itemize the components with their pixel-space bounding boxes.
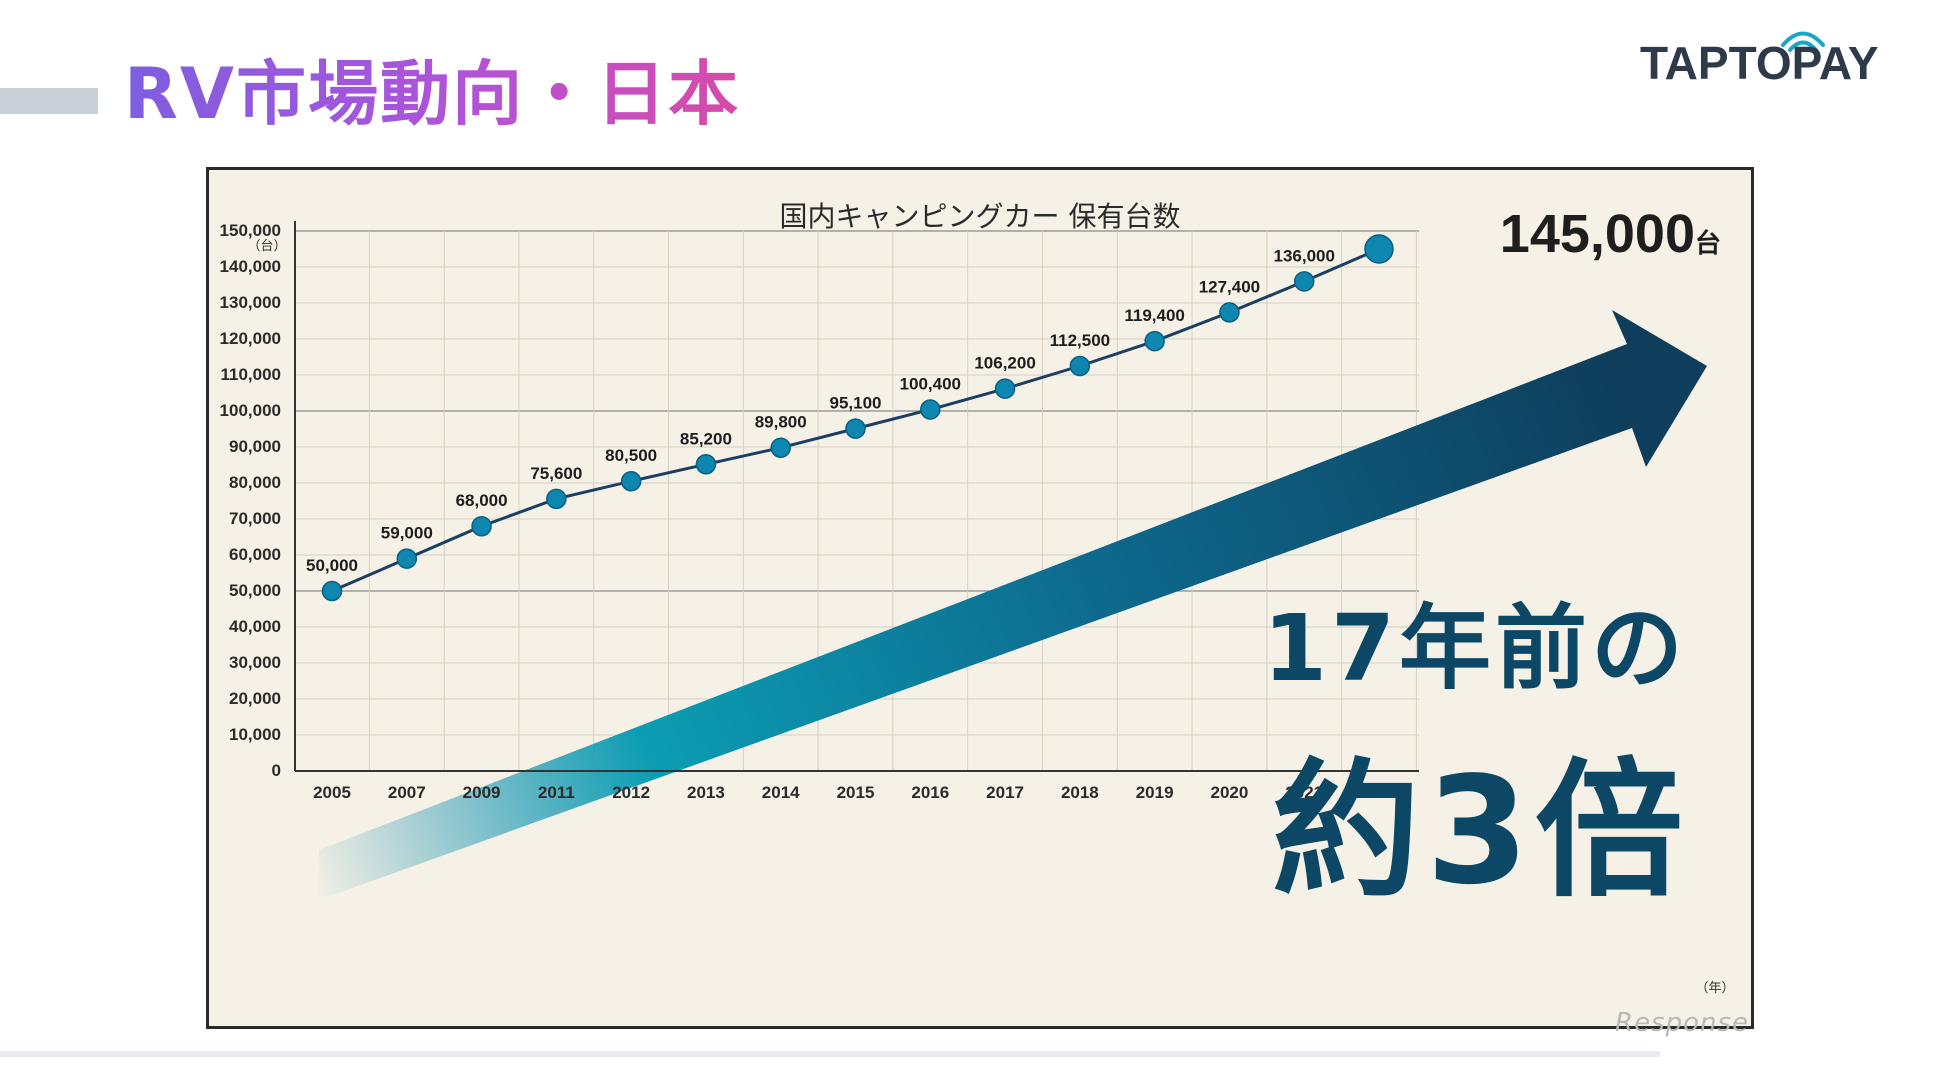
left-accent-bar bbox=[0, 88, 98, 114]
y-tick-label: 70,000 bbox=[229, 509, 281, 528]
data-label: 59,000 bbox=[381, 524, 433, 543]
x-tick-label: 2019 bbox=[1136, 783, 1174, 802]
y-tick-label: 90,000 bbox=[229, 437, 281, 456]
y-tick-label: 60,000 bbox=[229, 545, 281, 564]
x-tick-label: 2020 bbox=[1211, 783, 1249, 802]
data-point bbox=[1364, 234, 1394, 264]
y-tick-label: 120,000 bbox=[220, 329, 281, 348]
x-tick-label: 2009 bbox=[463, 783, 501, 802]
data-label: 127,400 bbox=[1199, 277, 1260, 296]
x-axis-unit: （年） bbox=[1695, 981, 1734, 996]
data-point bbox=[695, 454, 717, 475]
data-point bbox=[1293, 271, 1315, 292]
data-label: 112,500 bbox=[1050, 331, 1111, 350]
taptopay-logo: TAPTOPAY bbox=[1640, 18, 1910, 90]
data-label: 95,100 bbox=[830, 394, 882, 413]
data-point bbox=[845, 418, 866, 439]
chart-canvas: 0 10,000 20,000 30,000 40,000 50,000 60,000 70,… bbox=[220, 200, 1735, 996]
y-axis-unit: （台） bbox=[247, 239, 286, 254]
headline-number: 145,000 bbox=[1500, 204, 1695, 264]
data-label: 80,500 bbox=[605, 446, 657, 465]
y-tick-label: 110,000 bbox=[220, 365, 281, 384]
y-tick-label: 10,000 bbox=[229, 725, 281, 744]
y-tick-label: 140,000 bbox=[220, 257, 281, 276]
x-tick-label: 2016 bbox=[911, 783, 949, 802]
headline-unit: 台 bbox=[1695, 228, 1721, 259]
data-point bbox=[920, 399, 941, 420]
data-label: 136,000 bbox=[1273, 246, 1334, 265]
data-point bbox=[770, 437, 791, 458]
data-point bbox=[546, 488, 567, 510]
data-point bbox=[471, 515, 492, 537]
y-tick-label: 130,000 bbox=[220, 293, 281, 312]
y-tick-label: 20,000 bbox=[229, 689, 281, 708]
callout-line1: 17年前の bbox=[1263, 595, 1687, 702]
y-tick-label: 80,000 bbox=[229, 473, 281, 492]
y-tick-label: 50,000 bbox=[229, 581, 281, 600]
trend-arrow bbox=[319, 310, 1707, 900]
data-point bbox=[1219, 302, 1240, 323]
data-point bbox=[1144, 330, 1165, 352]
x-tick-label: 2005 bbox=[313, 783, 351, 802]
x-tick-label: 2014 bbox=[762, 783, 800, 802]
x-tick-label: 2011 bbox=[538, 783, 575, 802]
chart-title: 国内キャンピングカー 保有台数 bbox=[780, 200, 1181, 233]
x-tick-label: 2007 bbox=[388, 783, 426, 802]
data-label: 106,200 bbox=[974, 354, 1035, 373]
x-tick-label: 2012 bbox=[612, 783, 650, 802]
y-tick-label: 40,000 bbox=[229, 617, 281, 636]
data-label: 89,800 bbox=[755, 413, 807, 432]
logo-text: TAPTOPAY bbox=[1640, 37, 1879, 89]
data-point bbox=[396, 548, 418, 569]
callout-line2: 約3倍 bbox=[1272, 745, 1689, 917]
headline-value: 145,000台 bbox=[1500, 204, 1721, 264]
data-point bbox=[620, 470, 642, 492]
data-point bbox=[321, 580, 343, 602]
x-tick-label: 2013 bbox=[687, 783, 725, 802]
x-tick-label: 2021 bbox=[1285, 783, 1323, 802]
data-label: 75,600 bbox=[530, 464, 582, 483]
x-tick-label: 2017 bbox=[986, 783, 1024, 802]
data-label: 50,000 bbox=[306, 556, 358, 575]
y-tick-label: 100,000 bbox=[220, 401, 281, 420]
data-point bbox=[1069, 355, 1091, 377]
slide-title: RV市場動向・日本 bbox=[124, 50, 740, 138]
y-tick-label: 150,000 bbox=[220, 221, 281, 240]
y-tick-label: 0 bbox=[272, 761, 281, 780]
data-label: 119,400 bbox=[1124, 306, 1185, 325]
x-tick-label: 2018 bbox=[1061, 783, 1099, 802]
data-label: 68,000 bbox=[456, 491, 508, 510]
x-tick-label: 2022 bbox=[1360, 783, 1398, 802]
data-label: 85,200 bbox=[680, 429, 732, 448]
logo-signal-icon bbox=[1781, 31, 1825, 52]
response-watermark: Response bbox=[1615, 1008, 1750, 1038]
y-tick-label: 30,000 bbox=[229, 653, 281, 672]
data-point bbox=[994, 378, 1016, 399]
chart-frame: 0 10,000 20,000 30,000 40,000 50,000 60,000 70,… bbox=[206, 167, 1754, 1029]
x-tick-label: 2015 bbox=[837, 783, 875, 802]
bottom-divider bbox=[0, 1051, 1660, 1057]
data-label: 100,400 bbox=[900, 375, 961, 394]
